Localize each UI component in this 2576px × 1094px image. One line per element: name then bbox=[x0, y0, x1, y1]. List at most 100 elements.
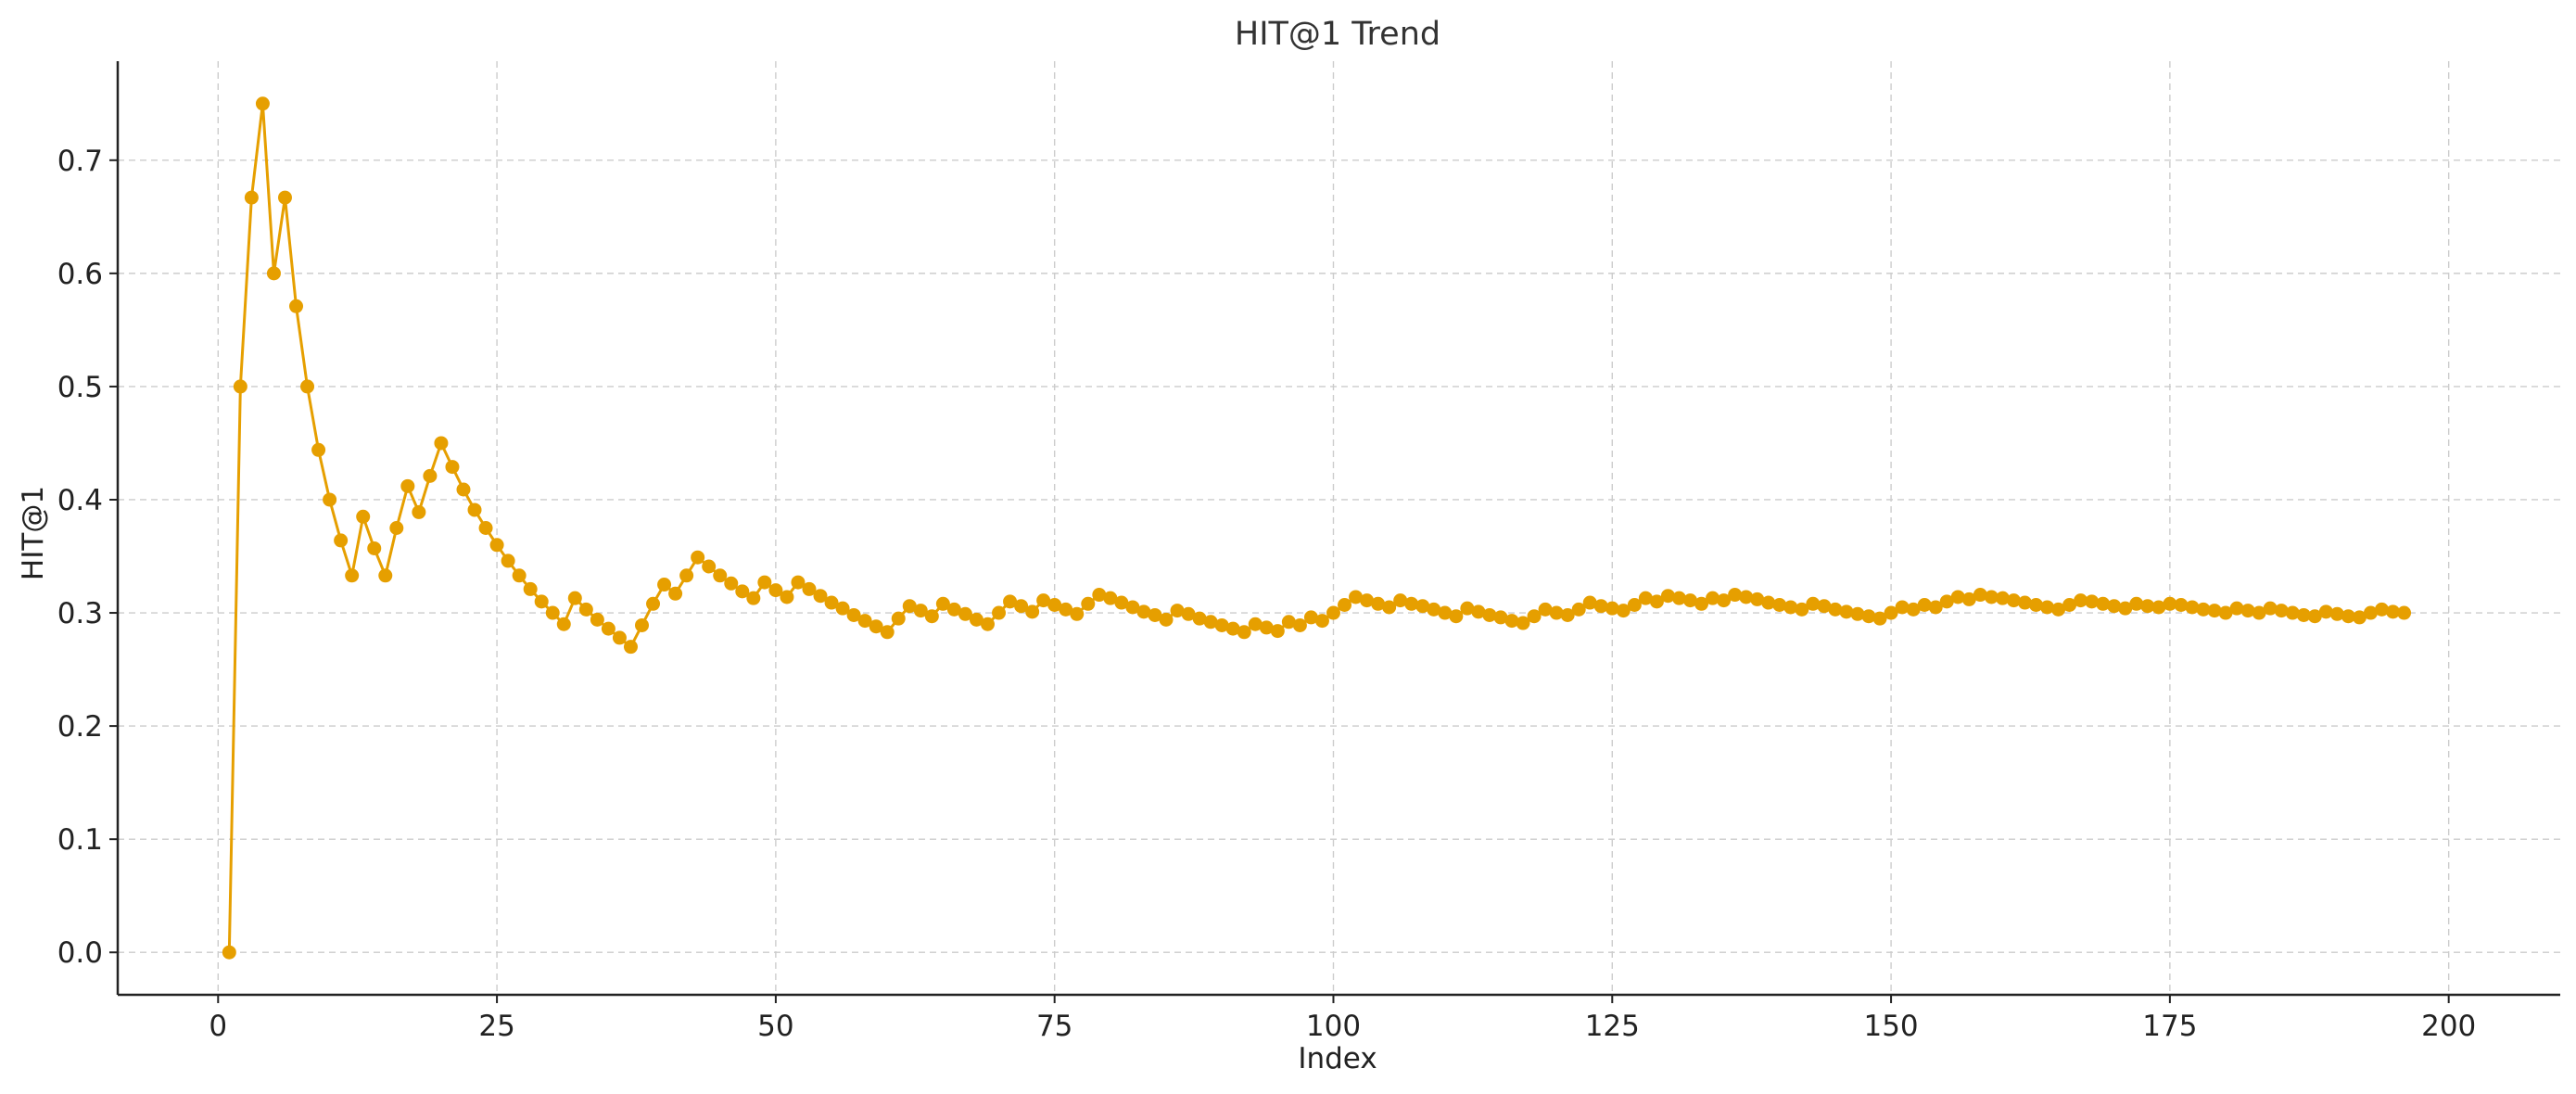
data-point bbox=[1817, 599, 1832, 614]
data-point bbox=[244, 190, 259, 205]
data-point bbox=[2386, 604, 2401, 619]
data-point bbox=[2107, 599, 2122, 614]
data-point bbox=[2318, 604, 2333, 619]
data-point bbox=[2296, 607, 2311, 622]
data-point bbox=[757, 575, 772, 590]
data-point bbox=[1203, 615, 1218, 630]
data-point bbox=[534, 594, 549, 609]
data-point bbox=[512, 568, 527, 583]
data-point bbox=[1995, 591, 2010, 605]
data-point bbox=[2118, 601, 2133, 616]
data-point bbox=[1973, 588, 1987, 603]
data-point bbox=[946, 602, 961, 617]
data-point bbox=[1839, 604, 1854, 619]
data-point bbox=[2129, 596, 2144, 611]
data-point bbox=[389, 521, 404, 535]
y-tick-label: 0.0 bbox=[57, 936, 103, 970]
data-point bbox=[567, 591, 582, 605]
data-point bbox=[958, 606, 972, 621]
data-point bbox=[969, 612, 983, 627]
data-point bbox=[1170, 604, 1185, 618]
data-point bbox=[445, 460, 460, 475]
data-point bbox=[1103, 591, 1118, 605]
data-point bbox=[2062, 598, 2077, 612]
data-point bbox=[2185, 600, 2200, 615]
data-point bbox=[2252, 605, 2266, 620]
data-point bbox=[2352, 610, 2367, 625]
data-point bbox=[2341, 609, 2355, 624]
data-point bbox=[1471, 604, 1486, 619]
data-point bbox=[1371, 596, 1386, 611]
data-point bbox=[601, 621, 615, 636]
data-point bbox=[891, 611, 906, 626]
data-point bbox=[857, 614, 872, 629]
data-point bbox=[735, 584, 750, 599]
data-point bbox=[2140, 599, 2155, 614]
x-tick-label: 175 bbox=[2142, 1010, 2197, 1043]
data-point bbox=[1571, 602, 1586, 617]
data-point bbox=[668, 586, 683, 601]
x-tick-label: 0 bbox=[209, 1010, 227, 1043]
y-axis-label: HIT@1 bbox=[17, 486, 50, 580]
series-line bbox=[227, 102, 2405, 953]
data-point bbox=[1214, 617, 1229, 632]
data-point bbox=[768, 583, 783, 598]
data-point bbox=[1984, 590, 1999, 604]
data-point bbox=[1917, 598, 1932, 612]
x-tick-label: 50 bbox=[757, 1010, 793, 1043]
data-point bbox=[1906, 602, 1921, 617]
data-point bbox=[1237, 625, 1251, 640]
data-point bbox=[1148, 607, 1162, 622]
data-point bbox=[1683, 593, 1698, 608]
data-point bbox=[1939, 594, 1954, 609]
data-point bbox=[1671, 591, 1686, 605]
data-point bbox=[1326, 605, 1340, 620]
data-point bbox=[1861, 609, 1876, 624]
y-tick-label: 0.4 bbox=[57, 484, 103, 517]
data-point bbox=[1014, 599, 1029, 614]
x-axis-ticks: 0 25 50 75 100 125 150 175 200 bbox=[209, 995, 2476, 1043]
data-point bbox=[1225, 621, 1240, 636]
data-point bbox=[1159, 612, 1174, 627]
data-point bbox=[1884, 605, 1898, 620]
data-point bbox=[1516, 616, 1530, 630]
data-point bbox=[746, 591, 761, 605]
data-point bbox=[724, 576, 739, 591]
chart-title: HIT@1 Trend bbox=[1235, 16, 1440, 53]
data-point bbox=[556, 617, 571, 631]
data-point bbox=[2274, 604, 2289, 618]
data-point bbox=[356, 509, 371, 524]
data-point bbox=[523, 581, 538, 596]
data-point bbox=[1706, 591, 1720, 605]
y-tick-label: 0.6 bbox=[57, 258, 103, 291]
data-point bbox=[2374, 602, 2389, 617]
data-point bbox=[1549, 605, 1564, 620]
data-point bbox=[1314, 614, 1329, 629]
data-point bbox=[1136, 604, 1151, 619]
y-axis-ticks: 0.0 0.1 0.2 0.3 0.4 0.5 0.6 0.7 bbox=[57, 145, 118, 970]
data-point bbox=[1772, 598, 1787, 612]
data-point bbox=[1259, 620, 1274, 635]
data-point bbox=[1493, 610, 1508, 625]
x-tick-label: 100 bbox=[1306, 1010, 1361, 1043]
data-point bbox=[992, 605, 1007, 620]
data-point bbox=[1806, 596, 1821, 611]
data-point bbox=[1895, 600, 1910, 615]
x-axis-label: Index bbox=[1298, 1042, 1377, 1075]
data-point bbox=[2006, 593, 2021, 608]
data-point bbox=[679, 568, 694, 583]
data-point bbox=[334, 533, 349, 548]
data-point bbox=[1281, 615, 1296, 630]
data-point bbox=[880, 625, 895, 640]
data-point bbox=[935, 596, 950, 611]
data-point bbox=[1582, 595, 1597, 610]
data-point bbox=[345, 568, 360, 583]
data-point bbox=[1393, 593, 1408, 608]
y-tick-label: 0.5 bbox=[57, 371, 103, 404]
data-point bbox=[2017, 595, 2032, 610]
data-point bbox=[222, 945, 236, 960]
data-point bbox=[1739, 590, 1754, 604]
data-point bbox=[255, 96, 270, 111]
y-tick-label: 0.3 bbox=[57, 597, 103, 630]
data-point bbox=[478, 521, 493, 535]
